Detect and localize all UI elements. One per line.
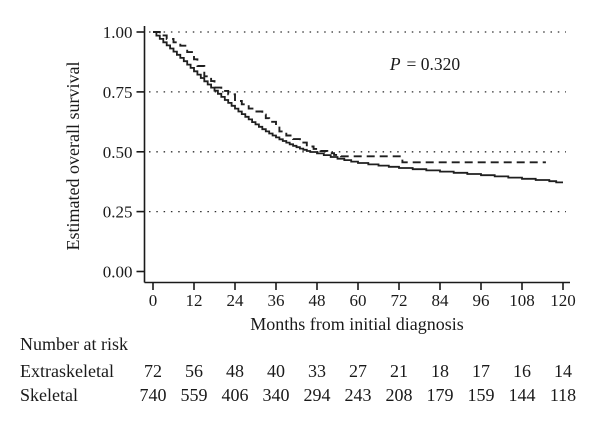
x-tick-label: 36 [268,291,285,310]
risk-value-skeletal: 559 [181,385,208,405]
x-tick-label: 24 [227,291,245,310]
survival-curve-extraskeletal [153,31,546,164]
risk-value-extraskeletal: 14 [554,361,572,381]
risk-value-extraskeletal: 48 [226,361,244,381]
risk-value-extraskeletal: 72 [144,361,162,381]
risk-table-heading: Number at risk [20,334,128,354]
x-tick-label: 60 [350,291,367,310]
generated-chart-layer: 0.00 0.25 0.50 0.75 1.00 0 12 24 36 48 60 72 84 96 108… [103,23,576,405]
y-axis-title: Estimated overall survival [63,62,83,251]
x-tick-label: 48 [309,291,326,310]
x-axis-title: Months from initial diagnosis [250,314,464,334]
x-tick-label: 120 [550,291,576,310]
risk-value-skeletal: 144 [509,385,536,405]
x-tick-label: 84 [432,291,450,310]
risk-value-skeletal: 179 [427,385,454,405]
risk-value-skeletal: 208 [386,385,413,405]
risk-value-skeletal: 159 [468,385,495,405]
x-tick-label: 72 [391,291,408,310]
risk-value-extraskeletal: 33 [308,361,326,381]
risk-value-extraskeletal: 16 [513,361,531,381]
y-tick-label: 1.00 [103,23,133,42]
risk-value-skeletal: 294 [304,385,331,405]
risk-value-extraskeletal: 40 [267,361,285,381]
x-tick-label: 0 [149,291,158,310]
y-tick-label: 0.50 [103,143,133,162]
x-tick-label: 96 [473,291,490,310]
survival-curve-skeletal [153,31,563,184]
risk-value-skeletal: 340 [263,385,290,405]
p-symbol: P [389,54,401,74]
risk-row-label-skeletal: Skeletal [20,385,78,405]
risk-value-extraskeletal: 56 [185,361,203,381]
risk-value-extraskeletal: 17 [472,361,490,381]
y-tick-label: 0.75 [103,83,133,102]
risk-value-skeletal: 406 [222,385,249,405]
risk-row-label-extraskeletal: Extraskeletal [20,361,114,381]
x-tick-label: 12 [186,291,203,310]
p-value: = 0.320 [407,54,461,74]
y-tick-label: 0.00 [103,263,133,282]
p-value-annotation: P = 0.320 [389,54,461,74]
risk-value-skeletal: 740 [140,385,167,405]
risk-value-extraskeletal: 18 [431,361,449,381]
risk-value-skeletal: 118 [550,385,576,405]
y-tick-label: 0.25 [103,203,133,222]
risk-value-extraskeletal: 21 [390,361,408,381]
x-tick-label: 108 [509,291,535,310]
risk-value-extraskeletal: 27 [349,361,367,381]
risk-value-skeletal: 243 [345,385,372,405]
